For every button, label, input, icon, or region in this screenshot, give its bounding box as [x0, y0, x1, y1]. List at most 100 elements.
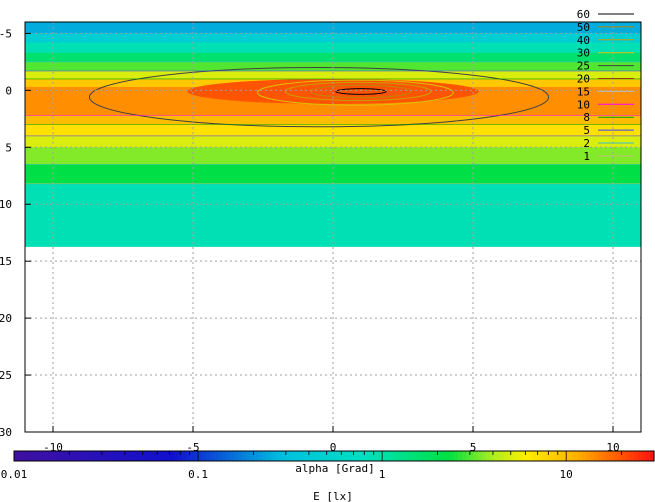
colorbar-cell-118 [486, 451, 491, 461]
colorbar-cell-113 [466, 451, 471, 461]
contour-30 [256, 79, 454, 106]
colorbar-cell-158 [646, 451, 651, 461]
colorbar-tick-label-3: 10 [560, 468, 573, 481]
legend-label-60: 60 [577, 8, 590, 21]
legend-label-8: 8 [583, 111, 590, 124]
colorbar-cell-39 [170, 451, 175, 461]
y-tick-label-3: 10 [0, 198, 12, 211]
colorbar-cell-101 [418, 451, 423, 461]
colorbar-cell-18 [86, 451, 91, 461]
colorbar-cell-128 [526, 451, 531, 461]
colorbar-cell-86 [358, 451, 363, 461]
colorbar-cell-15 [74, 451, 79, 461]
colorbar-cell-42 [182, 451, 187, 461]
colorbar-cell-32 [142, 451, 147, 461]
colorbar-cell-142 [582, 451, 587, 461]
colorbar-cell-112 [462, 451, 467, 461]
heat-band-4 [25, 61, 641, 72]
colorbar-cell-150 [614, 451, 619, 461]
colorbar-cell-155 [634, 451, 639, 461]
colorbar-cell-151 [618, 451, 623, 461]
colorbar-cell-11 [58, 451, 63, 461]
colorbar-cell-56 [238, 451, 243, 461]
heat-band-12 [25, 164, 641, 185]
colorbar-cell-75 [314, 451, 319, 461]
colorbar-cell-6 [38, 451, 43, 461]
colorbar-cell-38 [166, 451, 171, 461]
colorbar-cell-88 [366, 451, 371, 461]
colorbar-cell-29 [130, 451, 135, 461]
colorbar-cell-110 [454, 451, 459, 461]
colorbar-cell-100 [414, 451, 419, 461]
colorbar-cell-117 [482, 451, 487, 461]
contour-50 [310, 84, 412, 99]
colorbar-cell-17 [82, 451, 87, 461]
colorbar-cell-52 [222, 451, 227, 461]
colorbar-cell-53 [226, 451, 231, 461]
colorbar-cell-99 [410, 451, 415, 461]
colorbar-cell-51 [218, 451, 223, 461]
y-tick-label-2: 5 [5, 141, 12, 154]
colorbar-cell-132 [542, 451, 547, 461]
colorbar-cell-69 [290, 451, 295, 461]
y-tick-label-5: 20 [0, 312, 12, 325]
colorbar-tick-label-1: 0.1 [188, 468, 208, 481]
colorbar-cell-44 [190, 451, 195, 461]
colorbar-cell-131 [538, 451, 543, 461]
grid-layer [25, 22, 641, 433]
colorbar-cell-34 [150, 451, 155, 461]
colorbar-cell-125 [514, 451, 519, 461]
heat-band-10 [25, 135, 641, 148]
colorbar-cell-108 [446, 451, 451, 461]
colorbar-cell-137 [562, 451, 567, 461]
colorbar-cell-121 [498, 451, 503, 461]
heat-band-13 [25, 183, 641, 247]
colorbar-cell-123 [506, 451, 511, 461]
legend-label-2: 2 [583, 137, 590, 150]
colorbar-cell-59 [250, 451, 255, 461]
colorbar-cell-10 [54, 451, 59, 461]
colorbar-cell-104 [430, 451, 435, 461]
y-tick-label-0: -5 [0, 27, 12, 40]
colorbar-cell-83 [346, 451, 351, 461]
colorbar-cell-55 [234, 451, 239, 461]
colorbar-cell-65 [274, 451, 279, 461]
legend-label-15: 15 [577, 85, 590, 98]
colorbar-cell-1 [18, 451, 23, 461]
legend-label-1: 1 [583, 150, 590, 163]
colorbar-cell-144 [590, 451, 595, 461]
colorbar-cell-78 [326, 451, 331, 461]
colorbar-cell-73 [306, 451, 311, 461]
colorbar-cell-145 [594, 451, 599, 461]
colorbar-cell-23 [106, 451, 111, 461]
colorbar-cell-96 [398, 451, 403, 461]
colorbar-cell-82 [342, 451, 347, 461]
colorbar-cell-107 [442, 451, 447, 461]
colorbar-cell-119 [490, 451, 495, 461]
colorbar-cell-72 [302, 451, 307, 461]
colorbar-cell-12 [62, 451, 67, 461]
colorbar-cell-147 [602, 451, 607, 461]
colorbar-cell-109 [450, 451, 455, 461]
colorbar-cell-77 [322, 451, 327, 461]
colorbar-cell-93 [386, 451, 391, 461]
colorbar-cell-58 [246, 451, 251, 461]
colorbar-cell-127 [522, 451, 527, 461]
colorbar-label: E [lx] [313, 490, 353, 502]
colorbar-cell-74 [310, 451, 315, 461]
colorbar-cell-76 [318, 451, 323, 461]
colorbar-cell-36 [158, 451, 163, 461]
colorbar-cell-62 [262, 451, 267, 461]
colorbar: 0.01 0.1 1 10 [1, 450, 655, 481]
colorbar-cell-154 [630, 451, 635, 461]
colorbar-cell-157 [642, 451, 647, 461]
colorbar-cell-140 [574, 451, 579, 461]
colorbar-cell-71 [298, 451, 303, 461]
x-tick-label-3: 5 [470, 441, 477, 454]
y-tick-label-4: 15 [0, 255, 12, 268]
colorbar-cell-79 [330, 451, 335, 461]
colorbar-cell-31 [138, 451, 143, 461]
heat-band-5 [25, 70, 641, 80]
colorbar-cell-40 [174, 451, 179, 461]
contour-40 [284, 81, 432, 102]
